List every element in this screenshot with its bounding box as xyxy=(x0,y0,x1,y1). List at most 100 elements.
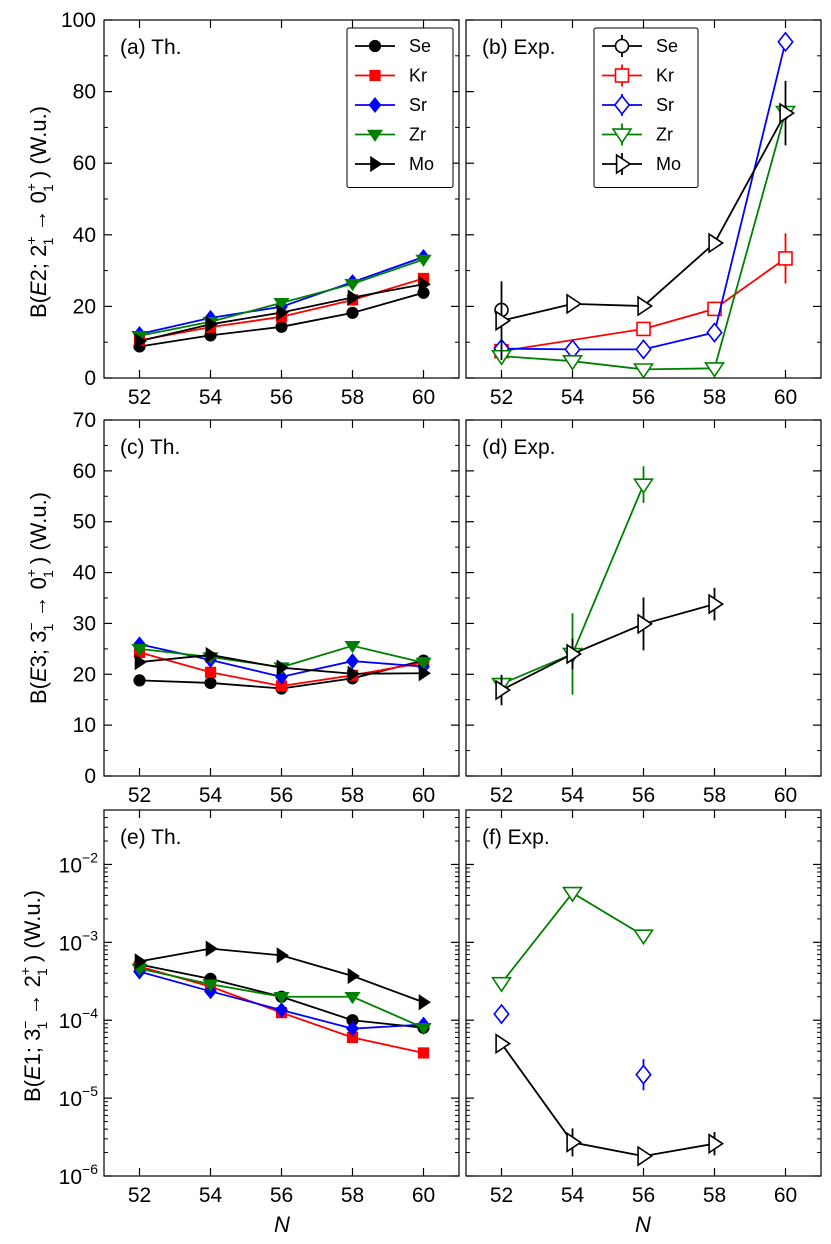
panel-label: (c) Th. xyxy=(120,436,180,459)
data-point xyxy=(275,320,288,333)
legend-box xyxy=(593,27,699,188)
data-point xyxy=(131,644,148,657)
data-point xyxy=(637,613,654,635)
data-point xyxy=(706,322,723,343)
data-point xyxy=(562,886,583,903)
x-tick-label: 60 xyxy=(774,1184,797,1207)
legend-item-sr: Sr xyxy=(355,95,427,115)
x-tick-label: 56 xyxy=(632,386,655,409)
data-point xyxy=(205,940,218,957)
panel-label: (b) Exp. xyxy=(482,36,556,59)
data-point xyxy=(273,298,290,311)
x-tick-label: 56 xyxy=(632,784,655,807)
x-tick-label: 52 xyxy=(490,784,513,807)
data-point xyxy=(415,254,432,267)
ylabel-e2: B(E2; 2+1 → 0+1 ) (W.u.) xyxy=(23,106,56,318)
y-axis-titles: B(E2; 2+1 → 0+1 ) (W.u.) B(E3; 3−1 → 0+1… xyxy=(17,106,56,1102)
legend-label: Sr xyxy=(409,95,427,115)
panel-label: (f) Exp. xyxy=(482,826,550,849)
y-tick-label: 20 xyxy=(73,663,96,686)
x-tick-label: 58 xyxy=(703,386,726,409)
legend-label: Zr xyxy=(656,125,673,145)
data-point xyxy=(346,1020,359,1037)
y-tick-label: 80 xyxy=(73,81,96,104)
data-point xyxy=(276,659,289,676)
data-point xyxy=(635,339,652,360)
series-mo xyxy=(495,1033,725,1167)
data-point xyxy=(779,102,796,124)
panel-a: 52 54 56 58 60 0 20 40 60 80 100 (a) Th. Se Kr Sr Zr Mo xyxy=(61,9,460,409)
legend-marker xyxy=(366,129,384,142)
x-tick-label: 56 xyxy=(270,1184,293,1207)
data-point xyxy=(344,641,361,654)
y-tick-label: 10−5 xyxy=(59,1083,99,1111)
series-mo xyxy=(134,646,431,682)
legend-label: Se xyxy=(656,36,678,56)
data-point xyxy=(347,967,360,985)
y-tick-label: 30 xyxy=(73,612,96,635)
data-point xyxy=(495,1033,512,1055)
x-tick-label: 54 xyxy=(561,386,585,409)
data-point xyxy=(708,1133,725,1155)
series-sr xyxy=(133,636,430,685)
legend-item-kr: Kr xyxy=(355,66,427,86)
y-tick-label: 40 xyxy=(73,562,96,585)
legend-marker xyxy=(611,128,633,145)
panel-frame xyxy=(465,809,822,1177)
x-tick-label: 58 xyxy=(341,1184,364,1207)
data-point xyxy=(347,289,360,306)
series-sr xyxy=(493,1003,652,1091)
data-point xyxy=(418,276,431,293)
ylabel-e3: B(E3; 3−1 → 0+1 ) (W.u.) xyxy=(23,492,56,704)
data-point xyxy=(415,657,432,670)
xlabel-right: N xyxy=(635,1212,651,1237)
series-line xyxy=(500,1043,715,1158)
data-point xyxy=(276,947,289,964)
panel-label: (d) Exp. xyxy=(482,436,556,459)
legend-label: Kr xyxy=(656,66,674,86)
legend: Se Kr Sr Zr Mo xyxy=(346,27,454,188)
legend-label: Kr xyxy=(409,66,427,86)
data-point xyxy=(204,666,217,678)
legend: Se Kr Sr Zr Mo xyxy=(593,27,699,188)
x-tick-label: 58 xyxy=(703,784,726,807)
x-tick-label: 54 xyxy=(561,784,585,807)
series-mo xyxy=(134,276,431,350)
data-point xyxy=(566,643,583,665)
x-tick-label: 56 xyxy=(632,1184,655,1207)
data-point xyxy=(418,994,431,1011)
xlabel-left: N xyxy=(274,1212,290,1237)
legend-marker xyxy=(370,155,383,173)
x-tick-label: 60 xyxy=(774,386,797,409)
data-point xyxy=(495,310,512,332)
data-point xyxy=(205,646,218,664)
data-point xyxy=(495,679,512,701)
x-tick-label: 52 xyxy=(490,1184,513,1207)
y-tick-label: 20 xyxy=(73,295,96,318)
panel-label: (a) Th. xyxy=(120,36,181,59)
y-tick-label: 10−6 xyxy=(59,1161,99,1189)
data-point xyxy=(566,1131,583,1153)
data-point xyxy=(202,979,219,992)
series-line xyxy=(500,891,644,984)
data-point xyxy=(635,1064,652,1085)
x-tick-label: 56 xyxy=(270,784,293,807)
x-tick-label: 54 xyxy=(199,1184,223,1207)
ylabel-e1: B(E1; 3−1 → 2+1 ) (W.u.) xyxy=(17,890,50,1102)
data-point xyxy=(562,354,583,371)
x-tick-label: 58 xyxy=(341,386,364,409)
panel-label: (e) Th. xyxy=(120,826,181,849)
data-point xyxy=(275,1002,288,1019)
legend-item-kr: Kr xyxy=(602,64,674,87)
data-point xyxy=(637,295,654,317)
data-point xyxy=(636,321,651,337)
legend-item-mo: Mo xyxy=(355,154,434,174)
legend-item-zr: Zr xyxy=(602,123,673,146)
legend-label: Mo xyxy=(409,154,434,174)
data-point xyxy=(708,593,725,615)
x-tick-label: 58 xyxy=(703,1184,726,1207)
legend-marker xyxy=(614,68,630,83)
data-point xyxy=(276,304,289,321)
legend-label: Zr xyxy=(409,125,426,145)
